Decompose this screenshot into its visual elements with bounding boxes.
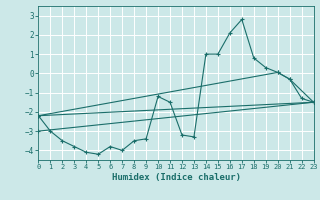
- X-axis label: Humidex (Indice chaleur): Humidex (Indice chaleur): [111, 173, 241, 182]
